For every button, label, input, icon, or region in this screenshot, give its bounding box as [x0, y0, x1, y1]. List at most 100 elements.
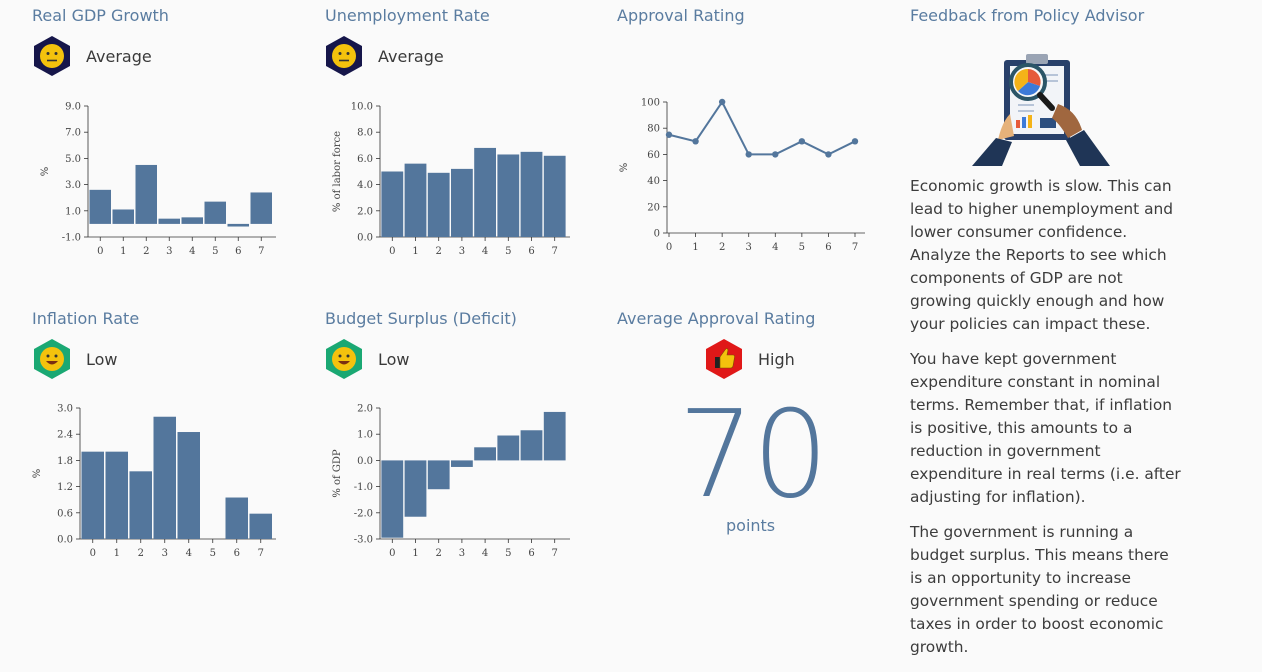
x-tick-label: 1 [412, 548, 418, 559]
feedback-paragraph: The government is running a budget surpl… [910, 523, 1169, 656]
data-point [772, 151, 779, 158]
unemployment-status: Average [324, 35, 444, 77]
data-point [798, 138, 806, 145]
feedback-paragraph: You have kept government expenditure con… [910, 350, 1181, 506]
y-axis-label: % of GDP [332, 449, 343, 498]
budget-panel-title: Budget Surplus (Deficit) [325, 309, 517, 328]
x-tick-label: 0 [97, 246, 103, 257]
y-tick-label: -2.0 [354, 508, 373, 519]
inflation-status: Low [32, 338, 118, 380]
y-axis-label: % of labor force [332, 131, 343, 212]
data-point [851, 138, 859, 145]
bar [153, 416, 176, 539]
y-tick-label: 3.0 [57, 404, 73, 415]
x-tick-label: 2 [143, 246, 149, 257]
x-tick-label: 1 [120, 246, 126, 257]
unemployment-chart: 0.0 2.0 4.0 6.0 8.0 10.0 % of labor force 0 1 2 3 4… [332, 102, 570, 257]
bar [451, 168, 473, 237]
x-tick-label: 0 [90, 548, 96, 559]
x-tick-label: 6 [825, 242, 831, 253]
x-tick-label: 3 [162, 548, 168, 559]
x-tick-label: 2 [436, 246, 442, 257]
x-tick-label: 5 [212, 246, 218, 257]
x-tick-label: 4 [186, 548, 192, 559]
budget-status: Low [324, 338, 410, 380]
bar [250, 192, 272, 224]
x-tick-label: 7 [852, 242, 858, 253]
avg-approval-panel-title: Average Approval Rating [617, 309, 816, 328]
x-tick-label: 3 [166, 246, 172, 257]
bar [404, 163, 427, 237]
unemployment-status-label: Average [378, 46, 444, 66]
y-axis-label: % [40, 167, 51, 177]
x-tick-label: 2 [719, 242, 725, 253]
bar [427, 172, 450, 237]
y-tick-label: 60 [647, 150, 660, 161]
y-tick-label: 40 [647, 176, 660, 187]
bar [520, 430, 543, 461]
inflation-chart: 0.0 0.6 1.2 1.8 2.4 3.0% 0 1 2 3 4 5 6 7 [32, 404, 276, 559]
bar [225, 497, 248, 539]
feedback-paragraph: Economic growth is slow. This can lead t… [910, 177, 1174, 333]
x-tick-label: 5 [505, 246, 511, 257]
y-tick-label: 0.6 [57, 508, 73, 519]
x-tick-label: 5 [210, 548, 216, 559]
x-tick-label: 1 [114, 548, 120, 559]
bar [451, 460, 473, 467]
y-tick-label: 1.0 [357, 430, 373, 441]
bar [520, 151, 543, 237]
bar [497, 435, 520, 461]
x-tick-label: 3 [459, 246, 465, 257]
avg-approval-unit: points [726, 516, 776, 535]
y-tick-label: 0 [654, 229, 660, 240]
bar [112, 209, 134, 224]
y-tick-label: 4.0 [357, 180, 373, 191]
bar [81, 451, 104, 539]
y-tick-label: 80 [647, 124, 660, 135]
x-tick-label: 6 [528, 548, 534, 559]
bar [135, 164, 157, 224]
x-tick-label: 1 [692, 242, 698, 253]
x-tick-label: 7 [552, 548, 558, 559]
x-tick-label: 6 [234, 548, 240, 559]
x-tick-label: 0 [389, 246, 395, 257]
x-tick-label: 7 [552, 246, 558, 257]
x-tick-label: 5 [505, 548, 511, 559]
y-axis-label: % [32, 469, 43, 479]
avg-approval-status-label: High [758, 349, 795, 369]
x-tick-label: 0 [666, 242, 672, 253]
y-tick-label: 0.0 [357, 456, 373, 467]
x-tick-label: 1 [412, 246, 418, 257]
bar [204, 201, 226, 224]
y-tick-label: 5.0 [65, 154, 81, 165]
thumbs-up-icon [706, 339, 742, 379]
bar [474, 447, 496, 461]
y-tick-label: 0.0 [357, 233, 373, 244]
y-tick-label: -1.0 [354, 482, 373, 493]
y-tick-label: -1.0 [62, 233, 81, 244]
neutral-face-icon [326, 36, 362, 76]
x-tick-label: 4 [189, 246, 195, 257]
x-tick-label: 5 [799, 242, 805, 253]
happy-face-icon [34, 339, 70, 379]
x-tick-label: 2 [436, 548, 442, 559]
y-tick-label: 100 [641, 98, 660, 109]
bar [381, 460, 404, 538]
bar [89, 189, 111, 224]
gdp-status-label: Average [86, 46, 152, 66]
bar [381, 171, 404, 237]
bar [474, 147, 496, 237]
y-tick-label: 9.0 [65, 102, 81, 113]
inflation-panel-title: Inflation Rate [32, 309, 140, 328]
x-tick-label: 4 [772, 242, 778, 253]
y-tick-label: 6.0 [357, 154, 373, 165]
data-point [745, 151, 752, 158]
x-tick-label: 0 [389, 548, 395, 559]
x-tick-label: 2 [138, 548, 144, 559]
unemployment-panel-title: Unemployment Rate [325, 6, 490, 25]
bar [227, 223, 249, 227]
y-tick-label: 3.0 [65, 180, 81, 191]
bar [497, 154, 520, 237]
bar [181, 217, 203, 224]
y-tick-label: 1.2 [57, 482, 73, 493]
